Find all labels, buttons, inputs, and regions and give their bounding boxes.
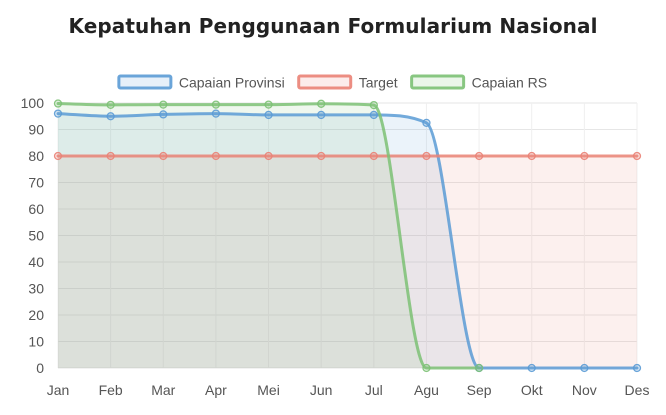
data-point-target (317, 151, 326, 161)
data-point-target (264, 151, 273, 161)
y-tick-label: 70 (28, 175, 44, 191)
data-point-capaian-rs (264, 100, 273, 109)
data-point-target (369, 151, 378, 161)
x-tick-label: Apr (205, 382, 227, 398)
series-line-capaian-provinsi (56, 112, 639, 370)
y-tick-label: 80 (28, 148, 44, 164)
legend-swatch-target (297, 74, 353, 90)
y-tick-label: 0 (36, 360, 44, 376)
legend: Capaian Provinsi Target Capaian RS (117, 74, 548, 91)
data-point-capaian-rs (474, 363, 484, 373)
data-point-target (474, 151, 484, 161)
data-point-capaian-rs (106, 100, 115, 110)
data-point-target (106, 151, 115, 161)
data-point-capaian-provinsi (369, 110, 378, 120)
data-point-capaian-provinsi (422, 118, 431, 128)
area-fill-capaian-provinsi (58, 113, 637, 368)
legend-label-capaian-rs: Capaian RS (472, 75, 548, 91)
legend-label-capaian-provinsi: Capaian Provinsi (179, 75, 285, 91)
data-point-capaian-rs (53, 99, 63, 108)
y-tick-label: 20 (28, 307, 44, 323)
data-point-capaian-provinsi (53, 109, 63, 118)
y-tick-label: 40 (28, 254, 44, 270)
x-tick-label: Jul (365, 382, 383, 398)
x-tick-label: Feb (99, 382, 123, 398)
y-tick-label: 90 (28, 122, 44, 138)
legend-swatch-capaian-rs (410, 74, 466, 90)
x-tick-label: Jun (310, 382, 333, 398)
data-point-capaian-provinsi (106, 112, 115, 121)
x-tick-label: Nov (572, 382, 597, 398)
y-tick-label: 100 (21, 95, 45, 111)
data-point-capaian-provinsi (632, 363, 642, 373)
y-tick-label: 30 (28, 281, 44, 297)
data-point-target (53, 151, 63, 161)
data-point-target (527, 151, 536, 161)
data-point-target (211, 151, 221, 161)
x-tick-label: Jan (47, 382, 70, 398)
data-point-capaian-rs (369, 100, 378, 110)
x-tick-label: Des (625, 382, 650, 398)
data-point-capaian-provinsi (317, 110, 326, 120)
x-tick-label: Mei (257, 382, 280, 398)
chart-title: Kepatuhan Penggunaan Formularium Nasiona… (68, 14, 598, 38)
data-points (53, 99, 642, 373)
x-tick-label: Mar (151, 382, 175, 398)
data-point-target (159, 151, 168, 161)
data-point-capaian-provinsi (159, 110, 168, 119)
data-point-target (632, 151, 642, 161)
data-point-target (422, 151, 431, 161)
data-point-capaian-rs (211, 100, 221, 109)
y-tick-label: 60 (28, 201, 44, 217)
data-point-capaian-provinsi (580, 363, 589, 373)
series-fills (58, 103, 637, 368)
area-fill-capaian-rs (58, 103, 480, 368)
data-point-capaian-rs (422, 363, 431, 373)
series-line-capaian-rs (56, 102, 481, 370)
area-fill-target (58, 156, 637, 368)
y-tick-label: 10 (28, 334, 44, 350)
x-tick-label: Okt (521, 382, 543, 398)
axis-labels: 0 10 20 30 40 50 60 70 80 90 100 Jan Feb Mar Apr Mei Jun… (21, 95, 650, 398)
x-tick-label: Agu (414, 382, 439, 398)
data-point-capaian-provinsi (211, 109, 221, 118)
y-tick-label: 50 (28, 228, 44, 244)
data-point-capaian-rs (159, 100, 168, 109)
data-point-capaian-provinsi (527, 363, 536, 373)
series-lines (56, 102, 639, 370)
legend-label-target: Target (359, 75, 398, 91)
data-point-capaian-rs (317, 99, 326, 108)
legend-swatch-capaian-provinsi (117, 74, 173, 90)
data-point-target (580, 151, 589, 161)
data-point-capaian-provinsi (264, 110, 273, 120)
x-tick-label: Sep (467, 382, 492, 398)
